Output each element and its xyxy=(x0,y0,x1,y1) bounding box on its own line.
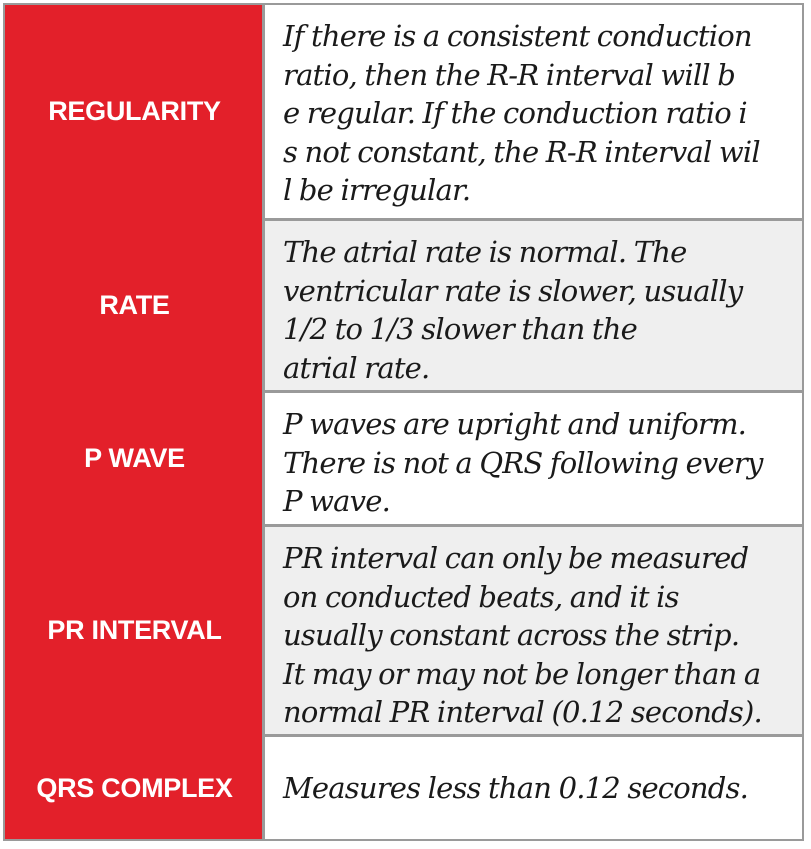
row-label-regularity: REGULARITY xyxy=(48,96,221,126)
row-text-p-wave-line-3: P wave. xyxy=(283,484,391,518)
row-divider xyxy=(264,390,802,393)
row-text-p-wave-line-2: There is not a QRS following every xyxy=(283,445,763,480)
row-text-rate-line-3: 1/2 to 1/3 slower than the xyxy=(283,312,638,346)
row-divider xyxy=(264,218,802,221)
row-text-regularity: If there is a consistent conduction rati… xyxy=(264,5,802,218)
row-divider xyxy=(264,734,802,737)
ecg-criteria-table: REGULARITY If there is a consistent cond… xyxy=(3,3,804,841)
row-text-regularity-line-5: l be irregular. xyxy=(283,173,471,207)
row-text-pr-interval-line-1: PR interval can only be measured xyxy=(283,541,749,575)
row-text-pr-interval: PR interval can only be measured on cond… xyxy=(264,527,802,734)
row-text-rate: The atrial rate is normal. The ventricul… xyxy=(264,221,802,390)
row-text-rate-line-1: The atrial rate is normal. The xyxy=(283,235,687,269)
row-text-p-wave-line-1: P waves are upright and uniform. xyxy=(283,407,747,441)
table-row-pr-interval: PR INTERVAL PR interval can only be meas… xyxy=(5,527,802,734)
row-text-qrs-complex-line-1: Measures less than 0.12 seconds. xyxy=(283,770,749,805)
row-text-qrs-complex: Measures less than 0.12 seconds. xyxy=(264,737,802,839)
table-row-qrs-complex: QRS COMPLEX Measures less than 0.12 seco… xyxy=(5,737,802,839)
row-text-p-wave: P waves are upright and uniform. There i… xyxy=(264,393,802,524)
row-text-pr-interval-line-5: normal PR interval (0.12 seconds). xyxy=(283,695,763,729)
table-row-regularity: REGULARITY If there is a consistent cond… xyxy=(5,5,802,218)
column-divider xyxy=(262,5,265,839)
row-label-pr-interval: PR INTERVAL xyxy=(47,615,222,645)
table-row-rate: RATE The atrial rate is normal. The vent… xyxy=(5,221,802,390)
row-text-regularity-line-2: ratio, then the R-R interval will b xyxy=(283,57,736,92)
row-text-pr-interval-line-3: usually constant across the strip. xyxy=(283,618,740,652)
row-divider xyxy=(264,524,802,527)
row-label-p-wave: P WAVE xyxy=(84,443,185,473)
row-text-pr-interval-line-4: It may or may not be longer than a xyxy=(283,656,761,691)
label-column xyxy=(5,5,264,839)
row-text-regularity-line-1: If there is a consistent conduction xyxy=(283,19,753,53)
row-text-regularity-line-4: s not constant, the R-R interval wil xyxy=(283,134,761,169)
row-text-rate-line-2: ventricular rate is slower, usually xyxy=(283,273,743,308)
row-text-pr-interval-line-2: on conducted beats, and it is xyxy=(283,579,679,614)
row-label-qrs-complex: QRS COMPLEX xyxy=(36,772,233,803)
row-label-rate: RATE xyxy=(99,290,170,320)
row-text-regularity-line-3: e regular. If the conduction ratio i xyxy=(283,96,748,130)
table-row-p-wave: P WAVE P waves are upright and uniform. … xyxy=(5,393,802,524)
row-text-rate-line-4: atrial rate. xyxy=(283,350,430,385)
